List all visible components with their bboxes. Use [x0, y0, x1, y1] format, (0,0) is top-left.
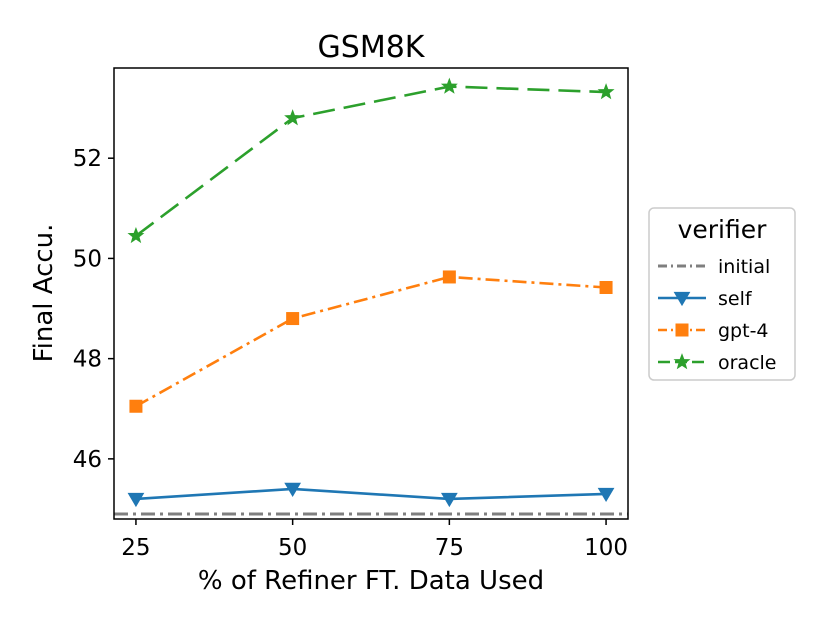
chart-title: GSM8K: [318, 30, 426, 65]
x-axis: 25 50 75 100: [121, 519, 628, 561]
legend-title: verifier: [678, 215, 768, 244]
legend-marker-oracle: [673, 353, 691, 370]
data-point-self: [284, 482, 302, 498]
x-axis-title: % of Refiner FT. Data Used: [198, 566, 544, 596]
y-tick-label: 52: [73, 146, 102, 172]
legend-label-self: self: [718, 288, 753, 310]
y-tick-label: 50: [73, 246, 102, 272]
legend-label-oracle: oracle: [718, 352, 777, 374]
legend-frame: [648, 207, 796, 381]
data-point-gpt-4: [442, 270, 456, 284]
x-tick-label: 25: [121, 535, 150, 561]
data-point-oracle: [440, 77, 458, 94]
y-axis: 46 48 50 52: [73, 146, 114, 473]
data-point-self: [597, 487, 615, 503]
plot-area: [114, 77, 628, 516]
data-point-oracle: [284, 109, 302, 126]
series-line-gpt-4: [135, 275, 607, 408]
series-line-oracle: [135, 85, 607, 237]
y-axis-title: Final Accu.: [29, 224, 59, 363]
data-point-gpt-4: [599, 280, 613, 294]
data-point-self: [127, 492, 145, 508]
data-point-self: [440, 492, 458, 508]
x-tick-label: 75: [435, 535, 464, 561]
legend-items: initial self gpt-4 oracle: [658, 256, 777, 374]
data-point-oracle: [597, 83, 615, 100]
x-tick-label: 50: [278, 535, 307, 561]
legend-marker-self: [673, 291, 691, 307]
y-tick-label: 48: [73, 347, 102, 373]
data-point-gpt-4: [129, 399, 143, 413]
legend: verifier initial self gpt-4 oracle: [648, 207, 796, 381]
y-tick-label: 46: [73, 447, 102, 473]
x-tick-label: 100: [584, 535, 628, 561]
legend-label-gpt-4: gpt-4: [718, 320, 769, 342]
legend-label-initial: initial: [718, 256, 770, 278]
legend-marker-gpt-4: [675, 323, 689, 337]
data-point-oracle: [127, 226, 145, 244]
series-line-self: [135, 487, 607, 501]
data-point-gpt-4: [286, 312, 300, 326]
plot-frame: [113, 67, 629, 520]
